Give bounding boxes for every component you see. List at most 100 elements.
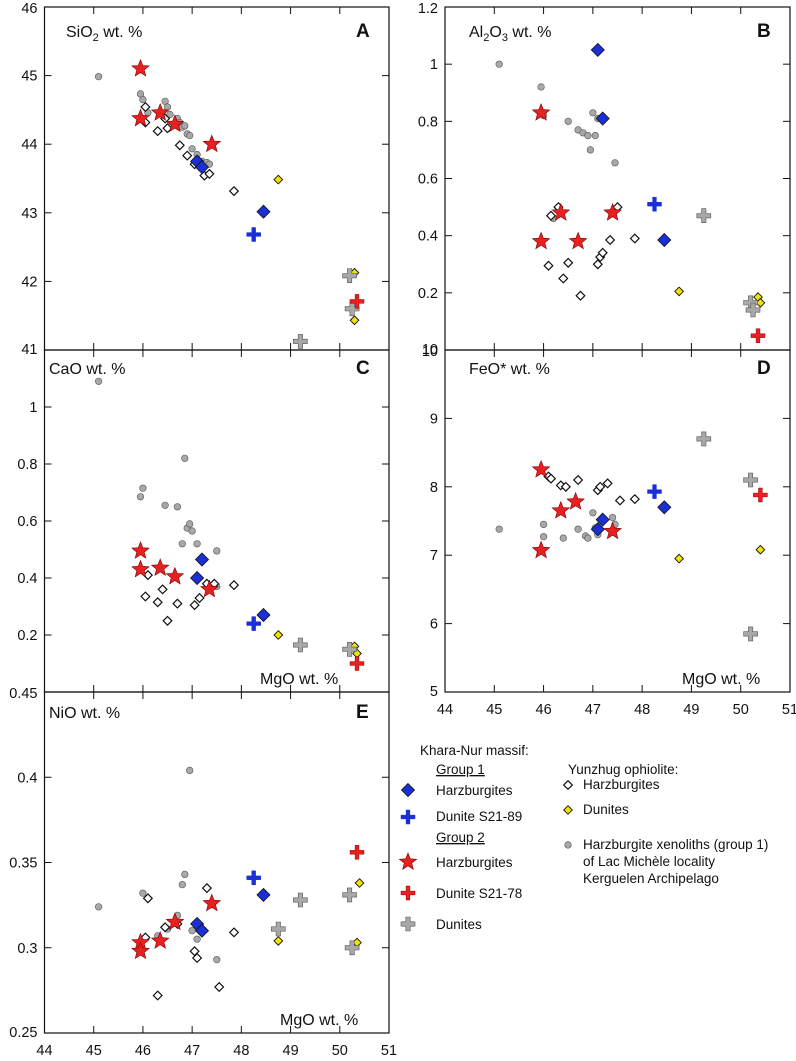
y-tick-label: 0.4 <box>418 229 438 245</box>
kn-dunite-point <box>293 637 308 653</box>
yz-harzburgite-point <box>152 125 163 137</box>
yz-harzburgite-point <box>172 598 183 609</box>
kn-harzburgite-g2-point <box>531 459 551 478</box>
kn-harzburgite-g2-point <box>603 202 622 221</box>
lm-xenolith-point <box>173 503 181 511</box>
legend-label-kn-harzburgites-g2: Harzburgites <box>436 855 513 870</box>
lm-xenolith-point <box>161 501 169 509</box>
yz-harzburgite-point <box>142 893 154 904</box>
legend-label-dunite-s21-89: Dunite S21-89 <box>436 809 522 824</box>
plot-frame <box>43 6 390 351</box>
legend-marker-yz-dunites <box>563 805 573 815</box>
lm-xenolith-point <box>584 534 592 542</box>
x-tick-label: 51 <box>782 702 796 718</box>
legend-label-lm-line2: of Lac Michèle locality <box>583 854 715 869</box>
lm-xenolith-point <box>181 870 189 879</box>
kn-dunite-point <box>344 301 360 317</box>
kn-harzburgite-g2-point <box>531 231 551 250</box>
x-tick-label: 51 <box>381 1043 397 1059</box>
panel-letter: D <box>757 358 771 379</box>
lm-xenolith-point <box>94 377 103 385</box>
x-tick-label: 44 <box>36 1043 52 1059</box>
kn-harzburgite-g2-point <box>131 58 150 77</box>
data-points <box>495 431 768 642</box>
lm-xenolith-point <box>188 527 196 535</box>
lm-xenolith-point <box>213 956 221 964</box>
data-points <box>94 766 365 1001</box>
legend-marker-lac-michele-xenoliths <box>564 841 572 849</box>
x-tick-label: 46 <box>135 1043 151 1059</box>
yz-harzburgite-point <box>152 990 163 1001</box>
data-points <box>94 377 365 671</box>
panel-E: 0.25 0.3 0.35 0.4 0.45 44 45 46 47 48 49 50 51 NiO wt… <box>9 686 397 1059</box>
y-tick-label: 1.2 <box>418 1 438 17</box>
panel-D-title: FeO* wt. % <box>469 361 550 378</box>
plot-frame <box>43 349 390 693</box>
y-tick-label: 41 <box>21 342 37 358</box>
data-points <box>495 42 766 343</box>
yz-harzburgite-point <box>575 290 586 301</box>
dunite-s21-89-point <box>246 616 261 631</box>
dunite-s21-89-point <box>246 227 261 242</box>
yz-harzburgite-point <box>560 481 571 492</box>
y-tick-label: 10 <box>422 342 438 358</box>
kn-harzburgite-g2-legend-marker <box>398 852 418 870</box>
legend-label-kn-harzburgites-g1: Harzburgites <box>436 783 513 798</box>
kn-harzburgite-g2-point <box>603 521 622 540</box>
panel-C: 0.2 0.4 0.6 0.8 1 CaO wt. % C MgO wt. % <box>17 349 390 693</box>
kn-harzburgite-g2-point <box>131 541 150 559</box>
lm-xenolith-point <box>163 103 172 111</box>
y-tick-label: 0.8 <box>418 114 438 130</box>
yz-harzburgite-point <box>595 481 606 492</box>
yz-dunite-point <box>755 544 766 555</box>
lm-xenolith-point <box>178 881 186 889</box>
x-tick-label: 47 <box>585 702 601 718</box>
lm-xenolith-point <box>181 122 189 130</box>
kn-dunite-point <box>270 921 286 937</box>
kn-harzburgite-g2-point <box>165 566 185 585</box>
legend-marker-kn-harzburgites-g2 <box>398 852 418 870</box>
kn-dunite-legend-marker <box>400 916 416 932</box>
y-tick-label: 6 <box>430 617 438 633</box>
yz-dunite-point <box>273 630 284 640</box>
panel-A-title: SiO2 wt. % <box>66 24 142 44</box>
x-tick-label: 44 <box>437 702 453 718</box>
kn-harzburgite-g2-point <box>568 231 588 250</box>
legend-label-lm-line1: Harzburgite xenoliths (group 1) <box>583 837 768 852</box>
yz-harzburgite-point <box>592 259 603 270</box>
yz-harzburgite-point <box>182 150 193 161</box>
yz-harzburgite-point <box>157 584 168 595</box>
kn-harzburgite-g1-point <box>190 570 205 586</box>
kn-harzburgite-g2-point <box>165 114 185 133</box>
kn-harzburgite-g2-point <box>165 912 185 931</box>
yz-harzburgite-point <box>228 579 240 591</box>
panel-B: 10 0.2 0.4 0.6 0.8 1 1.2 Al2O3 wt. % B <box>418 1 791 358</box>
y-tick-label: 0.6 <box>418 172 438 188</box>
lm-xenolith-point <box>611 159 619 167</box>
y-tick-label: 0.4 <box>17 571 37 587</box>
lm-xenolith-point <box>589 109 597 117</box>
legend-group1-label: Group 1 <box>436 762 485 777</box>
kn-dunite-point <box>293 334 308 349</box>
yz-harzburgite-point <box>597 247 608 258</box>
panels: 41 42 43 44 45 46 SiO2 wt. % A 10 0.2 0.4 0.6 0.8 1 1.… <box>9 1 796 1059</box>
yz-harzburgite-point <box>545 210 557 221</box>
kn-harzburgite-g2-point <box>200 579 219 598</box>
kn-harzburgite-g2-point <box>551 500 571 519</box>
y-tick-label: 43 <box>21 206 37 222</box>
legend-marker-kn-harzburgites-g1 <box>400 782 416 798</box>
x-tick-label: 48 <box>233 1043 249 1059</box>
lm-xenolith-point <box>136 493 145 501</box>
lm-xenolith-point <box>94 903 103 911</box>
lm-xenolith-point <box>495 525 503 533</box>
x-tick-label: 49 <box>683 702 699 718</box>
kn-harzburgite-g2-point <box>202 893 222 912</box>
lm-xenolith-point <box>539 520 548 529</box>
kn-harzburgite-g2-point <box>566 491 585 510</box>
yz-harzburgite-point <box>204 168 215 180</box>
yz-harzburgite-point <box>140 101 151 113</box>
yz-harzburgite-point <box>563 257 574 268</box>
lm-xenolith-point <box>608 513 617 522</box>
dunite-s21-78-point <box>349 656 365 671</box>
y-tick-label: 45 <box>21 69 37 85</box>
